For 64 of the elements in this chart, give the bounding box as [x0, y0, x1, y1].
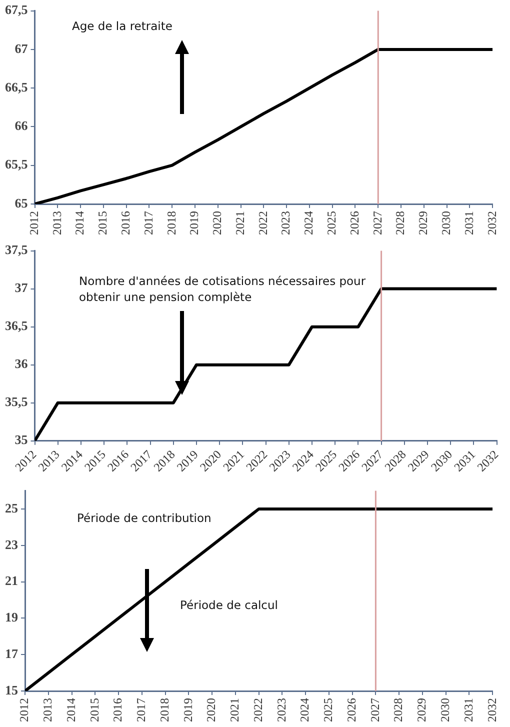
x-tick-label: 2025: [321, 698, 336, 722]
y-tick-label: 19: [5, 610, 18, 625]
x-tick-label: 2030: [438, 211, 453, 235]
annotation: Age de la retraite: [72, 18, 174, 34]
x-tick-label: 2018: [164, 211, 178, 235]
y-tick-label: 37: [14, 280, 28, 296]
y-tick-label: 36: [14, 356, 28, 372]
x-tick-label: 2018: [157, 698, 172, 722]
y-tick-label: 65,5: [5, 156, 28, 172]
y-tick-label: 66,5: [5, 79, 28, 94]
x-tick-label: 2015: [87, 698, 102, 722]
x-tick-label: 2029: [416, 211, 430, 235]
y-tick-label: 36,5: [5, 318, 28, 334]
annotation: Période de calcul: [180, 597, 279, 613]
x-tick-label: 2031: [461, 698, 476, 722]
x-tick-label: 2015: [96, 211, 110, 235]
x-tick-label: 2032: [484, 698, 499, 722]
x-tick-label: 2032: [484, 211, 499, 235]
y-tick-label: 65: [14, 195, 28, 210]
x-tick-label: 2021: [228, 698, 242, 722]
x-tick-label: 2012: [17, 698, 32, 722]
y-tick-label: 35,5: [5, 394, 28, 410]
x-tick-label: 2024: [298, 698, 312, 722]
x-tick-label: 2020: [204, 698, 218, 722]
x-tick-label: 2019: [187, 211, 202, 235]
y-tick-label: 66: [14, 118, 28, 134]
y-tick-label: 15: [5, 682, 18, 698]
x-tick-label: 2023: [274, 698, 288, 722]
x-tick-label: 2013: [50, 211, 64, 235]
x-tick-label: 2012: [26, 211, 41, 235]
y-tick-label: 17: [5, 646, 18, 661]
x-tick-label: 2017: [134, 698, 148, 722]
x-tick-label: 2016: [110, 698, 125, 722]
x-tick-label: 2019: [180, 698, 195, 722]
x-tick-label: 2023: [278, 211, 293, 235]
y-tick-label: 25: [5, 500, 18, 516]
x-tick-label: 2022: [250, 698, 265, 722]
y-tick-label: 23: [5, 536, 18, 552]
x-tick-label: 2027: [368, 698, 382, 722]
x-tick-label: 2026: [347, 211, 362, 235]
y-tick-label: 67: [14, 40, 28, 56]
x-tick-label: 2026: [344, 698, 358, 722]
x-tick-label: 2027: [370, 211, 384, 235]
x-tick-label: 2028: [391, 698, 406, 722]
x-tick-label: 2014: [64, 698, 78, 722]
x-tick-label: 2014: [72, 211, 87, 235]
y-tick-label: 35: [14, 432, 28, 448]
x-tick-label: 2024: [302, 211, 316, 235]
x-tick-label: 2020: [210, 211, 224, 235]
y-tick-label: 37,5: [5, 242, 28, 258]
x-tick-label: 2013: [40, 698, 55, 722]
annotation: Nombre d'années de cotisations nécessaires pour obtenir une pension complète: [79, 273, 367, 305]
x-tick-label: 2025: [324, 211, 339, 235]
x-tick-label: 2016: [118, 211, 132, 235]
y-tick-label: 67,5: [5, 2, 28, 18]
x-tick-label: 2030: [438, 698, 452, 722]
annotation: Période de contribution: [77, 510, 212, 526]
x-tick-label: 2031: [462, 211, 476, 235]
x-tick-label: 2021: [232, 211, 247, 235]
x-tick-label: 2017: [141, 211, 156, 235]
x-tick-label: 2022: [256, 211, 270, 235]
y-tick-label: 21: [5, 573, 18, 588]
x-tick-label: 2029: [414, 698, 429, 722]
x-tick-label: 2028: [393, 211, 408, 235]
